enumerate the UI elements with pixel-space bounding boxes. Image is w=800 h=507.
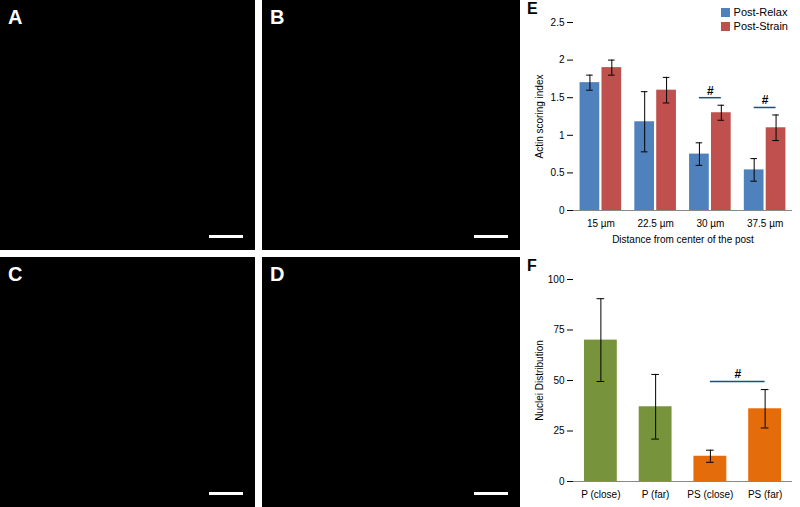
- html-text:A: A: [8, 6, 23, 28]
- html-text:E: E: [527, 0, 538, 17]
- svg-text:50: 50: [553, 375, 565, 386]
- svg-text:#: #: [734, 367, 741, 381]
- svg-text:1: 1: [559, 130, 565, 141]
- svg-text:0.5: 0.5: [551, 167, 565, 178]
- svg-text:15 µm: 15 µm: [587, 218, 615, 229]
- html-text:D: D: [270, 263, 285, 285]
- svg-text:Distance from center of the po: Distance from center of the post: [612, 234, 754, 245]
- svg-text:100: 100: [548, 274, 565, 285]
- svg-text:#: #: [762, 93, 769, 107]
- html-text:B: B: [270, 6, 285, 28]
- html-text:C: C: [8, 263, 23, 285]
- svg-text:0: 0: [559, 205, 565, 216]
- svg-text:25: 25: [553, 425, 565, 436]
- svg-text:2.5: 2.5: [551, 17, 565, 28]
- svg-text:Actin scoring index: Actin scoring index: [534, 75, 545, 159]
- svg-text:0: 0: [559, 476, 565, 487]
- svg-text:22.5 µm: 22.5 µm: [637, 218, 673, 229]
- svg-text:Nuclei Distribution: Nuclei Distribution: [534, 340, 545, 421]
- svg-text:PS (close): PS (close): [687, 489, 733, 500]
- svg-text:P (far): P (far): [642, 489, 670, 500]
- html-text:F: F: [527, 257, 537, 274]
- svg-text:1.5: 1.5: [551, 92, 565, 103]
- html-text:Post-Strain: Post-Strain: [733, 20, 788, 32]
- svg-text:30 µm: 30 µm: [696, 218, 724, 229]
- svg-text:P (close): P (close): [581, 489, 620, 500]
- svg-text:75: 75: [553, 324, 565, 335]
- svg-text:PS (far): PS (far): [748, 489, 782, 500]
- svg-text:2: 2: [559, 54, 565, 65]
- html-text:Post-Relax: Post-Relax: [733, 6, 788, 18]
- svg-text:#: #: [707, 84, 714, 98]
- svg-text:37.5 µm: 37.5 µm: [747, 218, 783, 229]
